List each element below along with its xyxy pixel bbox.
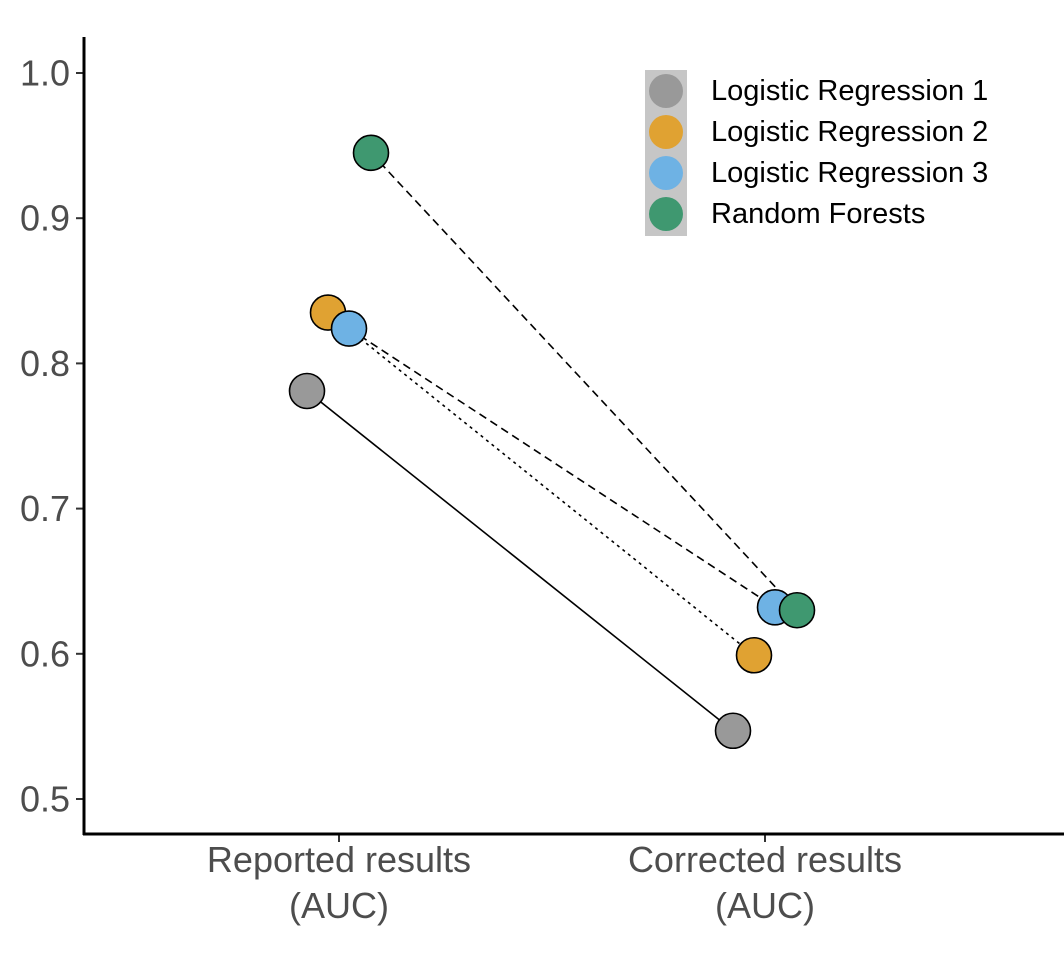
series-connectors [306, 152, 798, 732]
series-connector-line [370, 152, 798, 611]
x-tick-label: (AUC) [289, 885, 389, 926]
legend-label: Logistic Regression 2 [711, 116, 988, 148]
y-tick-label: 0.6 [20, 633, 70, 674]
legend-key [649, 115, 683, 149]
y-tick-label: 0.9 [20, 198, 70, 239]
data-point [288, 372, 326, 410]
x-tick-label: Corrected results [628, 839, 902, 880]
y-tick-label: 0.8 [20, 343, 70, 384]
series-connector-line [348, 327, 776, 609]
y-tick-label: 0.5 [20, 779, 70, 820]
y-tick-label: 1.0 [20, 53, 70, 94]
legend-label: Logistic Regression 1 [711, 75, 988, 107]
data-point [352, 134, 390, 172]
legend-key [649, 197, 683, 231]
data-point [735, 636, 773, 674]
data-points [288, 134, 816, 750]
legend-key [649, 74, 683, 108]
legend: Logistic Regression 1 Logistic Regression… [645, 70, 988, 236]
legend-label: Random Forests [711, 198, 925, 230]
y-axis-ticks: 0.5 0.6 0.7 0.8 0.9 1.0 [20, 53, 84, 820]
series-connector-line [327, 311, 755, 656]
data-point [330, 310, 368, 347]
legend-label: Logistic Regression 3 [711, 157, 988, 189]
x-tick-label: (AUC) [715, 885, 815, 926]
series-connector-line [306, 390, 734, 732]
y-tick-label: 0.7 [20, 488, 70, 529]
legend-key [649, 156, 683, 190]
x-axis-ticks: Reported results (AUC) Corrected results (A… [207, 834, 902, 926]
data-point [714, 712, 752, 750]
data-point [778, 591, 816, 629]
x-tick-label: Reported results [207, 839, 471, 880]
